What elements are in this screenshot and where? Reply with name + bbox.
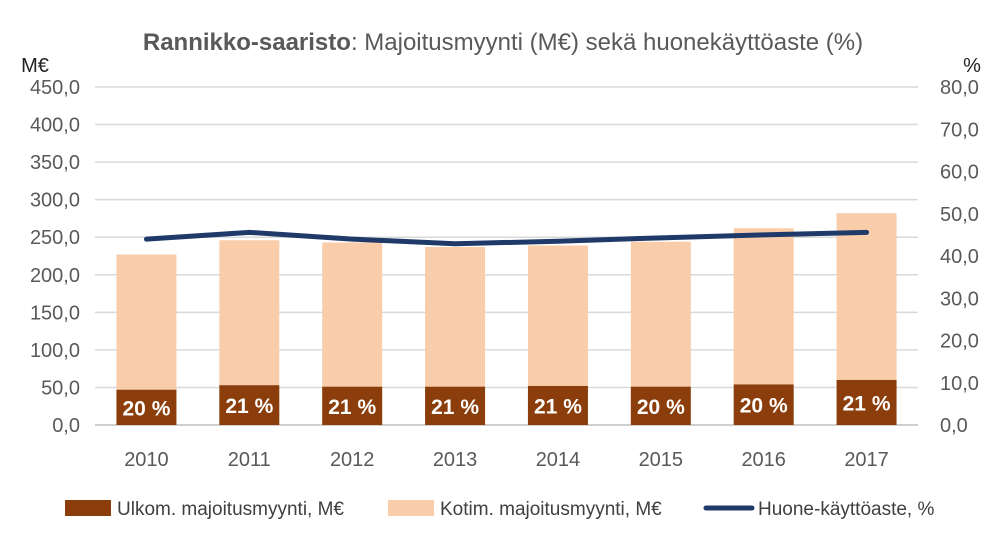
legend: Ulkom. majoitusmyynti, M€ Kotim. majoitus… <box>65 499 934 520</box>
bar-share-label: 20 % <box>637 396 685 419</box>
y-right-ticks: 0,0 10,0 20,0 30,0 40,0 50,0 60,0 70,0 80,0 <box>940 77 979 437</box>
bar-domestic <box>836 213 897 380</box>
legend-swatch <box>388 500 434 516</box>
x-tick-label: 2015 <box>639 449 684 471</box>
bar-foreign <box>425 386 486 425</box>
y-left-tick-label: 400,0 <box>30 115 80 137</box>
x-tick-label: 2012 <box>330 449 375 471</box>
x-tick-label: 2013 <box>433 449 478 471</box>
y-left-tick-label: 250,0 <box>30 227 80 249</box>
legend-swatch <box>65 500 111 516</box>
legend-label: Kotim. majoitusmyynti, M€ <box>440 499 662 520</box>
chart-title-rest: : Majoitusmyynti (M€) sekä huonekäyttöas… <box>351 29 863 56</box>
bar-foreign <box>836 379 897 425</box>
bar-share-label: 20 % <box>123 397 171 420</box>
bar-share-label: 21 % <box>328 396 376 419</box>
x-tick-label: 2014 <box>536 449 581 471</box>
bar-share-label: 21 % <box>843 392 891 415</box>
bar-foreign <box>116 389 177 425</box>
y-right-tick-label: 60,0 <box>940 162 979 184</box>
y-right-tick-label: 40,0 <box>940 246 979 268</box>
y-left-tick-label: 300,0 <box>30 190 80 212</box>
x-tick-label: 2011 <box>228 449 271 471</box>
bar-share-label: 21 % <box>431 396 479 419</box>
y-left-tick-label: 200,0 <box>30 265 80 287</box>
chart-title-bold: Rannikko-saaristo <box>143 29 351 56</box>
y-right-tick-label: 20,0 <box>940 331 979 353</box>
y-right-tick-label: 50,0 <box>940 204 979 226</box>
bar-foreign <box>219 385 280 425</box>
bar-domestic <box>527 245 588 386</box>
bar-domestic <box>733 228 794 385</box>
bar-foreign <box>733 384 794 425</box>
chart-title: Rannikko-saaristo: Majoitusmyynti (M€) s… <box>143 29 863 56</box>
occupancy-polyline <box>143 229 870 247</box>
bar-foreign <box>322 386 383 425</box>
bar-domestic <box>116 254 177 390</box>
y-right-tick-label: 30,0 <box>940 288 979 310</box>
y-left-tick-label: 100,0 <box>30 340 80 362</box>
x-tick-label: 2016 <box>741 449 786 471</box>
y-left-tick-label: 50,0 <box>41 377 80 399</box>
y-left-tick-label: 0,0 <box>52 415 80 437</box>
y-left-tick-label: 450,0 <box>30 77 80 99</box>
bar-share-label: 20 % <box>740 395 788 418</box>
x-tick-label: 2010 <box>124 449 169 471</box>
legend-label: Huone-käyttöaste, % <box>758 499 934 520</box>
legend-label: Ulkom. majoitusmyynti, M€ <box>117 499 344 520</box>
y-right-unit: % <box>963 55 981 77</box>
occupancy-line <box>143 229 870 247</box>
bars: 20 % 21 % 21 % 21 % 21 % 20 % 20 % 21 % <box>116 213 897 425</box>
x-axis-labels: 2010 2011 2012 2013 2014 2015 2016 2017 <box>124 449 889 471</box>
y-right-tick-label: 70,0 <box>940 119 979 141</box>
y-right-tick-label: 0,0 <box>940 415 968 437</box>
y-left-ticks: 0,0 50,0 100,0 150,0 200,0 250,0 300,0 350,0 400… <box>30 77 80 437</box>
bar-domestic <box>322 242 383 387</box>
bar-foreign <box>630 386 691 425</box>
gridlines <box>95 86 918 426</box>
bar-domestic <box>630 241 691 387</box>
y-left-tick-label: 150,0 <box>30 302 80 324</box>
bar-share-label: 21 % <box>534 395 582 418</box>
y-left-tick-label: 350,0 <box>30 152 80 174</box>
y-right-tick-label: 80,0 <box>940 77 979 99</box>
x-tick-label: 2017 <box>844 449 889 471</box>
bar-share-label: 21 % <box>225 395 273 418</box>
y-right-tick-label: 10,0 <box>940 373 979 395</box>
bar-domestic <box>425 246 486 387</box>
bar-foreign <box>527 385 588 425</box>
y-left-unit: M€ <box>21 55 49 77</box>
bar-domestic <box>219 240 280 386</box>
